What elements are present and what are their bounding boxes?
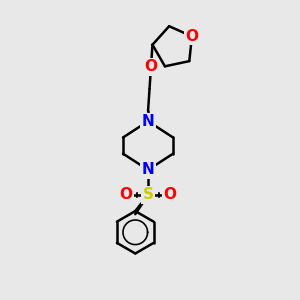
Text: O: O — [185, 29, 198, 44]
Text: O: O — [145, 59, 158, 74]
Text: N: N — [142, 114, 154, 129]
Text: N: N — [142, 162, 154, 177]
Text: O: O — [164, 188, 177, 202]
Text: O: O — [119, 188, 133, 202]
Text: S: S — [142, 188, 154, 202]
